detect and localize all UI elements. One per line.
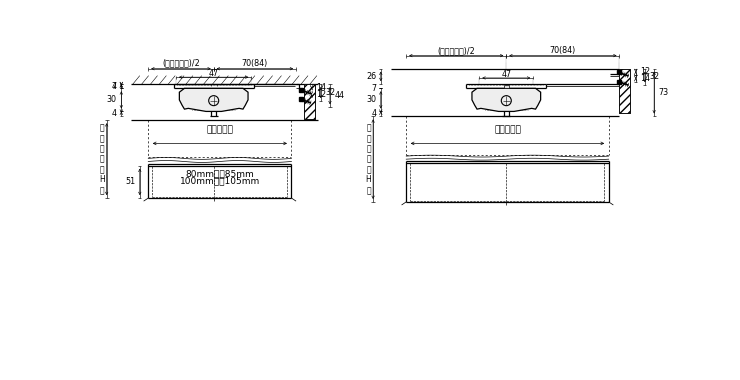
Text: 14: 14 (640, 74, 650, 83)
Text: 7: 7 (112, 82, 117, 90)
Text: 80mm幅：85mm: 80mm幅：85mm (186, 169, 255, 178)
Bar (619, 69, 630, 113)
Text: 7: 7 (371, 84, 376, 93)
Text: ルーバー幅: ルーバー幅 (494, 126, 521, 135)
Text: 32: 32 (650, 73, 659, 81)
Polygon shape (179, 88, 248, 111)
Text: 30: 30 (107, 95, 117, 104)
Bar (504, 85, 508, 88)
Text: 製
品
高
さ
（
H
）: 製 品 高 さ （ H ） (99, 124, 105, 195)
Text: 51: 51 (125, 177, 135, 186)
Text: (ルーバー幅)/2: (ルーバー幅)/2 (437, 46, 475, 55)
Text: 14: 14 (316, 83, 326, 92)
Text: 100mm幅：105mm: 100mm幅：105mm (180, 177, 260, 185)
Polygon shape (472, 88, 541, 111)
Text: 12: 12 (316, 90, 326, 99)
Text: 4: 4 (112, 109, 117, 118)
Text: ルーバー幅: ルーバー幅 (206, 125, 233, 134)
Text: 4: 4 (112, 82, 117, 91)
Text: 30: 30 (366, 95, 376, 104)
Text: 47: 47 (209, 69, 219, 78)
Bar (304, 84, 314, 119)
Text: 製
品
高
さ
（
H
）: 製 品 高 さ （ H ） (366, 124, 371, 195)
Text: 47: 47 (501, 70, 511, 79)
Text: 12: 12 (640, 67, 650, 76)
Text: 26: 26 (366, 72, 376, 81)
Text: 70(84): 70(84) (550, 46, 576, 55)
Text: (ルーバー幅)/2: (ルーバー幅)/2 (162, 59, 200, 68)
Text: 4: 4 (371, 109, 376, 118)
Text: 70(84): 70(84) (242, 59, 268, 68)
Text: 44: 44 (334, 91, 345, 100)
Text: 73: 73 (659, 88, 669, 97)
Text: 32: 32 (326, 88, 335, 97)
